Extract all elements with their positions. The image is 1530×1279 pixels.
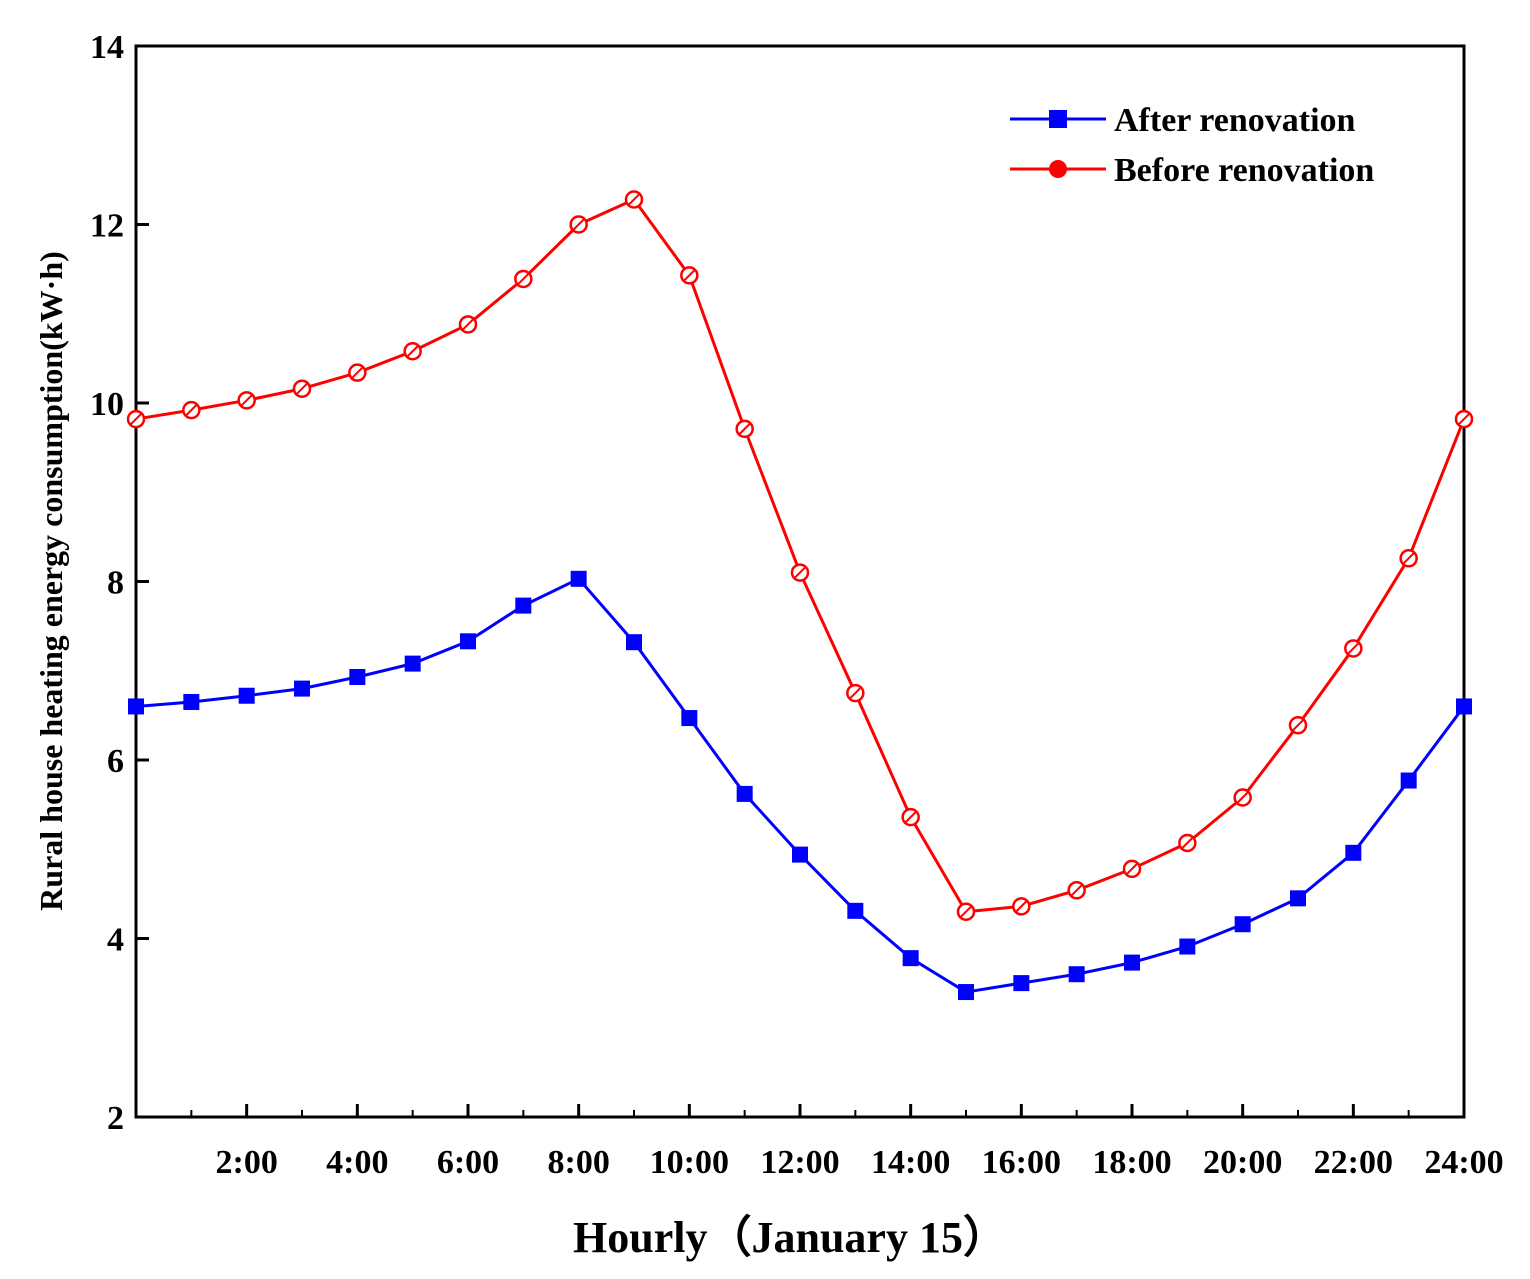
point-after-renovation-7 bbox=[515, 597, 532, 614]
point-mark-before-renovation-7 bbox=[517, 273, 530, 285]
point-after-renovation-6 bbox=[460, 633, 476, 650]
y-tick-label-4: 4 bbox=[107, 922, 124, 959]
point-mark-before-renovation-24 bbox=[1458, 413, 1470, 425]
x-axis-title: Hourly（January 15） bbox=[573, 1213, 1007, 1262]
x-tick-label-10-00: 10:00 bbox=[650, 1144, 729, 1181]
point-after-renovation-5 bbox=[404, 655, 421, 672]
legend-marker-before-renovation bbox=[1049, 160, 1067, 178]
point-mark-before-renovation-21 bbox=[1292, 719, 1304, 731]
point-after-renovation-11 bbox=[736, 785, 753, 802]
point-after-renovation-9 bbox=[626, 634, 642, 651]
point-mark-before-renovation-23 bbox=[1402, 552, 1415, 565]
point-after-renovation-8 bbox=[570, 570, 587, 587]
series-line-before-renovation bbox=[135, 198, 1466, 914]
y-tick-label-6: 6 bbox=[107, 743, 124, 780]
point-after-renovation-23 bbox=[1400, 772, 1417, 789]
point-mark-before-renovation-14 bbox=[904, 811, 917, 823]
point-after-renovation-2 bbox=[238, 687, 255, 704]
x-tick-label-12-00: 12:00 bbox=[760, 1144, 839, 1181]
x-tick-label-16-00: 16:00 bbox=[982, 1144, 1061, 1181]
point-after-renovation-12 bbox=[792, 846, 808, 863]
point-mark-before-renovation-0 bbox=[130, 413, 142, 425]
point-after-renovation-4 bbox=[349, 668, 366, 685]
point-after-renovation-19 bbox=[1179, 938, 1196, 955]
y-tick-label-14: 14 bbox=[90, 29, 124, 66]
y-tick-label-2: 2 bbox=[107, 1100, 124, 1137]
point-mark-before-renovation-9 bbox=[628, 193, 640, 206]
y-tick-label-10: 10 bbox=[90, 386, 124, 423]
point-after-renovation-20 bbox=[1234, 916, 1251, 933]
series-after-renovation bbox=[128, 570, 1472, 1001]
y-tick-label-8: 8 bbox=[107, 565, 124, 602]
point-after-renovation-17 bbox=[1068, 966, 1085, 983]
x-tick-label-2-00: 2:00 bbox=[216, 1144, 278, 1181]
point-mark-before-renovation-3 bbox=[296, 383, 308, 395]
x-tick-label-24-00: 24:00 bbox=[1424, 1144, 1503, 1181]
point-mark-before-renovation-16 bbox=[1015, 900, 1028, 913]
y-axis-ticks: 2 4 6 8 10 12 14 bbox=[90, 29, 149, 1137]
point-mark-before-renovation-15 bbox=[960, 906, 972, 918]
point-mark-before-renovation-5 bbox=[406, 345, 419, 357]
y-tick-label-12: 12 bbox=[90, 208, 124, 245]
point-mark-before-renovation-13 bbox=[849, 687, 862, 699]
point-after-renovation-15 bbox=[958, 984, 974, 1001]
point-after-renovation-24 bbox=[1456, 698, 1472, 715]
point-mark-before-renovation-1 bbox=[185, 404, 198, 416]
legend: After renovation Before renovation bbox=[1010, 102, 1374, 189]
point-mark-before-renovation-8 bbox=[572, 218, 585, 231]
x-tick-label-18-00: 18:00 bbox=[1092, 1144, 1171, 1181]
point-after-renovation-14 bbox=[902, 950, 919, 967]
point-after-renovation-18 bbox=[1124, 954, 1140, 971]
point-after-renovation-22 bbox=[1345, 844, 1362, 861]
point-mark-before-renovation-6 bbox=[462, 318, 474, 331]
point-mark-before-renovation-12 bbox=[794, 566, 806, 579]
x-tick-label-14-00: 14:00 bbox=[871, 1144, 950, 1181]
point-after-renovation-0 bbox=[128, 698, 144, 715]
legend-label-after-renovation: After renovation bbox=[1114, 102, 1356, 139]
point-mark-before-renovation-17 bbox=[1070, 884, 1083, 897]
point-after-renovation-21 bbox=[1290, 890, 1306, 907]
point-after-renovation-1 bbox=[183, 693, 200, 710]
point-mark-before-renovation-19 bbox=[1181, 837, 1194, 849]
point-mark-before-renovation-11 bbox=[738, 423, 751, 435]
x-tick-label-4-00: 4:00 bbox=[326, 1144, 388, 1181]
point-mark-before-renovation-4 bbox=[351, 366, 364, 379]
point-after-renovation-16 bbox=[1013, 975, 1030, 992]
series-layer bbox=[126, 190, 1474, 1001]
point-after-renovation-13 bbox=[847, 902, 864, 919]
point-after-renovation-3 bbox=[294, 680, 310, 697]
x-axis-ticks: 2:00 4:00 6:00 8:00 10:00 12:00 14:00 16:00 18:0… bbox=[134, 1104, 1504, 1181]
point-mark-before-renovation-2 bbox=[240, 394, 253, 407]
x-tick-label-6-00: 6:00 bbox=[437, 1144, 499, 1181]
legend-label-before-renovation: Before renovation bbox=[1114, 152, 1374, 189]
plot-area: 2:00 4:00 6:00 8:00 10:00 12:00 14:00 16:00 18:0… bbox=[90, 29, 1504, 1181]
legend-marker-after-renovation bbox=[1049, 110, 1067, 128]
point-mark-before-renovation-10 bbox=[683, 269, 696, 282]
point-mark-before-renovation-18 bbox=[1126, 863, 1138, 875]
x-tick-label-22-00: 22:00 bbox=[1314, 1144, 1393, 1181]
point-mark-before-renovation-20 bbox=[1236, 791, 1249, 804]
point-after-renovation-10 bbox=[681, 710, 698, 727]
x-tick-label-20-00: 20:00 bbox=[1203, 1144, 1282, 1181]
point-mark-before-renovation-22 bbox=[1347, 642, 1360, 655]
y-axis-title: Rural house heating energy consumption(k… bbox=[33, 251, 69, 911]
series-line-after-renovation bbox=[135, 577, 1466, 994]
x-tick-label-8-00: 8:00 bbox=[548, 1144, 610, 1181]
series-before-renovation bbox=[126, 190, 1474, 921]
